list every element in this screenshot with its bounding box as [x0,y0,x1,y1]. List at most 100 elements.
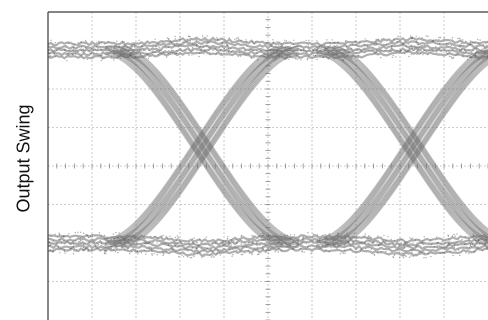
noise-dot [272,42,275,44]
noise-dot [289,245,291,247]
noise-dot [167,244,169,247]
noise-dot [424,44,426,47]
noise-dot [104,244,107,246]
noise-dot [136,242,138,245]
noise-dot [290,47,292,49]
noise-dot [219,245,221,248]
noise-dot [239,55,242,57]
noise-dot [216,37,218,39]
noise-dot [129,54,131,56]
noise-dot [57,246,59,248]
noise-dot [188,54,190,56]
noise-dot [273,246,275,249]
noise-dot [396,239,398,241]
noise-dot [100,235,102,237]
noise-dot [258,253,260,255]
noise-dot [469,40,472,42]
noise-dot [129,52,131,55]
noise-dot [80,41,83,43]
noise-dot [278,54,280,56]
eye-transition-falling [324,45,488,236]
noise-dot [219,48,221,51]
noise-dot [128,253,131,255]
noise-dot [456,53,459,56]
noise-dot [278,44,280,46]
noise-dot [332,242,335,244]
eye-transition-rising [105,45,283,240]
noise-dot [452,56,455,59]
noise-dot [51,251,54,253]
noise-dot [391,44,393,47]
noise-dot [90,52,93,55]
noise-dot [418,47,420,49]
noise-dot [142,49,145,52]
noise-dot [229,242,231,245]
noise-dot [276,41,278,43]
noise-dot [144,243,146,245]
noise-dot [328,251,331,253]
noise-dot [401,252,403,254]
noise-dot [410,249,412,251]
eye-transition-falling [332,51,488,237]
noise-dot [364,44,366,46]
noise-dot [192,243,195,245]
noise-dot [457,244,459,246]
noise-dot [337,232,339,234]
noise-dot [425,50,428,53]
noise-dot [411,36,414,38]
noise-dot [234,38,236,41]
noise-dot [240,39,242,42]
noise-dot [337,244,339,247]
noise-dot [218,252,220,254]
noise-dot [189,40,191,42]
noise-dot [137,238,139,240]
noise-dot [458,45,460,47]
noise-dot [303,48,305,50]
noise-dot [277,247,280,250]
noise-dot [286,234,289,236]
noise-dot [478,58,480,60]
noise-dot [110,47,112,49]
noise-dot [248,252,251,254]
noise-dot [435,46,437,48]
noise-dot [305,242,308,244]
noise-dot [207,42,209,44]
noise-dot [414,45,416,47]
noise-dot [326,243,328,246]
noise-dot [372,241,374,243]
noise-dot [92,240,95,242]
noise-dot [140,54,142,56]
noise-dot [192,42,194,44]
noise-dot [300,59,302,61]
noise-dot [271,246,273,249]
noise-dot [410,35,412,37]
noise-dot [477,238,480,241]
noise-dot [326,39,328,41]
eye-rail-low [48,246,488,258]
noise-dot [131,44,133,46]
noise-dot [217,250,219,252]
noise-dot [286,56,288,59]
noise-dot [316,40,318,42]
noise-dot [448,244,451,246]
noise-dot [403,43,405,45]
noise-dot [77,42,79,44]
noise-dot [198,52,201,54]
noise-dot [147,40,149,42]
noise-dot [450,56,452,58]
noise-dot [191,241,194,244]
noise-dot [120,57,122,60]
noise-dot [273,59,276,61]
noise-dot [460,44,462,47]
noise-dot [408,47,411,49]
noise-dot [143,249,145,251]
noise-dot [390,46,393,48]
noise-dot [284,237,286,239]
eye-transition-rising [121,47,299,242]
noise-dot [174,35,176,38]
noise-dot [445,247,448,249]
noise-dot [201,35,204,37]
noise-dot [380,251,382,253]
noise-dot [452,57,454,60]
noise-dot [227,236,229,238]
